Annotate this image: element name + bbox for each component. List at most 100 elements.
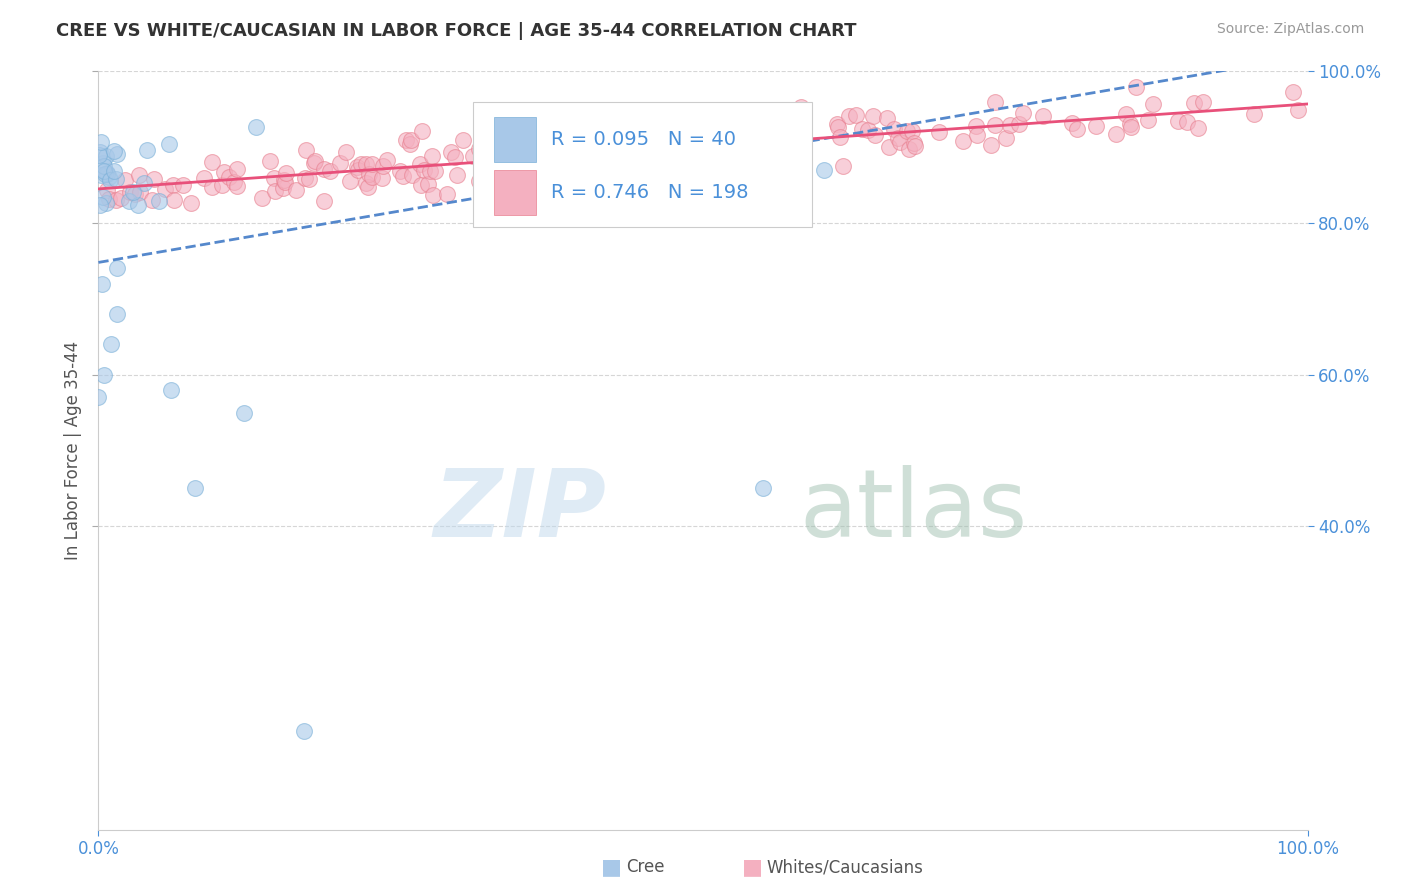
Point	[274, 175, 297, 189]
Point	[596, 145, 619, 160]
Point	[496, 141, 519, 155]
Point	[675, 144, 697, 158]
Point	[790, 100, 813, 114]
Point	[900, 124, 922, 138]
Point	[686, 160, 709, 174]
Point	[392, 169, 415, 183]
Text: atlas: atlas	[800, 465, 1028, 558]
Point	[409, 157, 432, 171]
Point	[218, 170, 240, 185]
Point	[399, 133, 422, 147]
Point	[486, 155, 509, 169]
Point	[302, 156, 325, 170]
Point	[1137, 112, 1160, 127]
Point	[790, 134, 813, 148]
Point	[148, 194, 170, 209]
Point	[356, 180, 378, 194]
Point	[1243, 107, 1265, 121]
Point	[143, 172, 166, 186]
Point	[461, 149, 484, 163]
Point	[193, 171, 215, 186]
Point	[361, 157, 384, 171]
Point	[354, 157, 377, 171]
Point	[475, 166, 498, 180]
Text: R = 0.746   N = 198: R = 0.746 N = 198	[551, 183, 748, 202]
Point	[104, 171, 127, 186]
Point	[103, 144, 125, 158]
Point	[411, 178, 433, 192]
Point	[89, 145, 111, 160]
Point	[335, 145, 357, 159]
Point	[904, 139, 927, 153]
Point	[605, 150, 627, 164]
Point	[468, 142, 491, 156]
Point	[162, 193, 184, 207]
Point	[682, 128, 704, 142]
Point	[1119, 117, 1142, 131]
Point	[100, 337, 122, 351]
Point	[422, 188, 444, 202]
Point	[346, 160, 368, 174]
Point	[201, 179, 224, 194]
Point	[298, 172, 321, 186]
Text: Source: ZipAtlas.com: Source: ZipAtlas.com	[1216, 22, 1364, 37]
Point	[114, 173, 136, 187]
Point	[212, 165, 235, 179]
Point	[444, 150, 467, 164]
Point	[1142, 96, 1164, 111]
Point	[472, 170, 495, 185]
Point	[201, 155, 224, 169]
Point	[91, 190, 114, 204]
Point	[388, 164, 411, 178]
Point	[423, 163, 446, 178]
Point	[520, 166, 543, 180]
Point	[413, 163, 436, 178]
Point	[314, 162, 336, 177]
Point	[759, 114, 782, 128]
Point	[863, 128, 886, 142]
Point	[544, 145, 567, 160]
Point	[1011, 106, 1033, 120]
Point	[655, 146, 678, 161]
Point	[626, 115, 648, 129]
Point	[128, 185, 150, 199]
Point	[679, 131, 702, 145]
Point	[984, 95, 1007, 110]
Point	[645, 155, 668, 169]
Point	[94, 167, 117, 181]
Point	[752, 482, 775, 496]
Point	[263, 184, 285, 198]
Point	[485, 144, 508, 158]
Point	[294, 171, 316, 186]
Point	[754, 140, 776, 154]
Point	[273, 173, 295, 187]
Point	[398, 136, 420, 151]
Point	[538, 184, 561, 198]
Point	[105, 261, 128, 276]
Point	[1060, 116, 1083, 130]
Point	[1105, 128, 1128, 142]
Point	[375, 153, 398, 167]
Point	[856, 122, 879, 136]
Point	[271, 181, 294, 195]
Point	[232, 405, 254, 420]
Point	[488, 157, 510, 171]
Point	[482, 142, 505, 156]
Point	[226, 161, 249, 176]
Point	[94, 196, 117, 211]
Point	[998, 118, 1021, 132]
Point	[252, 191, 274, 205]
Point	[827, 120, 849, 134]
Point	[87, 391, 110, 405]
Point	[245, 120, 267, 134]
Point	[887, 131, 910, 145]
Point	[285, 183, 308, 197]
Point	[676, 144, 699, 158]
Point	[96, 167, 118, 181]
Point	[706, 152, 728, 166]
Point	[1066, 122, 1088, 136]
Point	[898, 142, 921, 156]
Point	[828, 130, 851, 145]
Point	[96, 183, 118, 197]
Point	[827, 117, 849, 131]
